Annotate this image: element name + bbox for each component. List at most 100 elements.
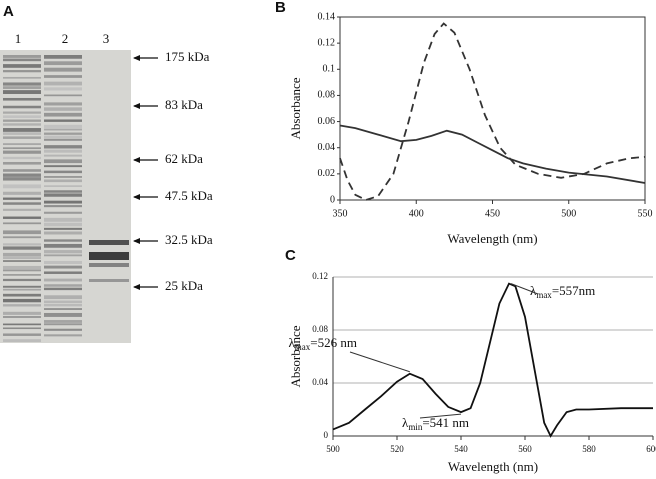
gel-band — [44, 231, 82, 235]
gel-band — [44, 260, 82, 264]
gel-band — [44, 295, 82, 300]
annotation-pointer — [349, 351, 410, 373]
gel-band — [3, 105, 41, 109]
gel-band — [3, 243, 41, 246]
gel-band — [44, 227, 82, 230]
gel-band — [89, 279, 129, 282]
gel-bands — [3, 55, 129, 343]
gel-band — [44, 124, 82, 128]
gel-band — [44, 328, 82, 331]
gel-band — [3, 136, 41, 139]
annotation: λmax=557nm — [530, 283, 595, 300]
y-tick-label: 0 — [330, 194, 335, 205]
gel-band — [44, 165, 82, 168]
marker-label: 47.5 kDa — [165, 188, 213, 203]
gel-band — [44, 320, 82, 323]
gel-band — [3, 111, 41, 114]
annotation-part: λ — [402, 415, 409, 430]
gel-band — [3, 173, 41, 177]
gel-band — [3, 128, 41, 132]
gel-band — [44, 135, 82, 139]
y-tick-label: 0.02 — [318, 168, 336, 179]
gel-band — [3, 132, 41, 135]
gel-band — [3, 177, 41, 181]
gel-band — [44, 217, 82, 222]
gel-band — [44, 81, 82, 86]
gel-band — [3, 191, 41, 195]
gel-band — [3, 216, 41, 219]
y-tick-label: 0.1 — [323, 64, 336, 75]
annotation-part: =526 nm — [310, 335, 357, 350]
annotation-pointer — [510, 283, 539, 295]
arrow-head — [133, 238, 140, 244]
gel-band — [3, 86, 41, 89]
gel-band — [3, 115, 41, 118]
gel-band — [3, 288, 41, 291]
y-axis-label: Absorbance — [288, 77, 303, 139]
arrow-head — [133, 194, 140, 200]
x-tick-label: 600 — [646, 444, 656, 454]
gel-band — [44, 159, 82, 164]
x-tick-label: 450 — [485, 208, 500, 219]
line-series — [339, 22, 646, 201]
annotation-part: min — [408, 422, 423, 432]
gel-band — [3, 169, 41, 172]
x-axis-label: Wavelength (nm) — [447, 231, 537, 246]
annotation: λmin=541 nm — [402, 415, 469, 432]
x-tick-label: 400 — [409, 208, 424, 219]
gel-band — [89, 240, 129, 245]
gel-band — [44, 265, 82, 269]
gel-band — [3, 236, 41, 239]
gel-band — [44, 334, 82, 337]
x-tick-label: 580 — [582, 444, 596, 454]
plot-frame — [339, 16, 646, 201]
gel-band — [3, 323, 41, 326]
gel-band — [3, 143, 41, 146]
gel-band — [3, 257, 41, 259]
gel-band — [44, 107, 82, 111]
gel-band — [3, 147, 41, 150]
gel-band — [44, 222, 82, 227]
gel-band — [44, 278, 82, 282]
x-tick-label: 500 — [561, 208, 576, 219]
gel-band — [3, 252, 41, 257]
lane-label: 3 — [103, 31, 110, 46]
gel-band — [3, 222, 41, 225]
arrow-head — [133, 103, 140, 109]
gel-band — [44, 200, 82, 204]
gel-band — [3, 76, 41, 79]
gel-band — [3, 119, 41, 122]
line-series — [332, 282, 653, 438]
y-tick-label: 0.08 — [312, 324, 328, 334]
gel-band — [44, 55, 82, 59]
gel-band — [3, 260, 41, 262]
lane-label: 1 — [15, 31, 22, 46]
gel-band — [44, 138, 82, 141]
y-tick-label: 0.12 — [318, 37, 336, 48]
line-series — [339, 124, 646, 184]
marker-label: 25 kDa — [165, 278, 203, 293]
x-tick-label: 520 — [390, 444, 404, 454]
gel-band — [44, 205, 82, 208]
gel-band — [44, 179, 82, 183]
gel-band — [44, 193, 82, 197]
gel-band — [44, 190, 82, 193]
gel-band — [3, 90, 41, 94]
gel-band — [44, 94, 82, 97]
gel-band — [44, 154, 82, 157]
marker-label: 32.5 kDa — [165, 232, 213, 247]
gel-band — [44, 119, 82, 122]
x-tick-label: 560 — [518, 444, 532, 454]
gel-band — [3, 202, 41, 205]
y-tick-label: 0.04 — [312, 377, 328, 387]
gel-band — [3, 208, 41, 211]
gel-band — [3, 64, 41, 68]
marker-label: 175 kDa — [165, 49, 210, 64]
gel-band — [3, 82, 41, 86]
arrow-head — [133, 55, 140, 61]
gel-band — [3, 197, 41, 200]
gel-band — [44, 308, 82, 310]
marker-label: 62 kDa — [165, 151, 203, 166]
gel-band — [3, 55, 41, 58]
